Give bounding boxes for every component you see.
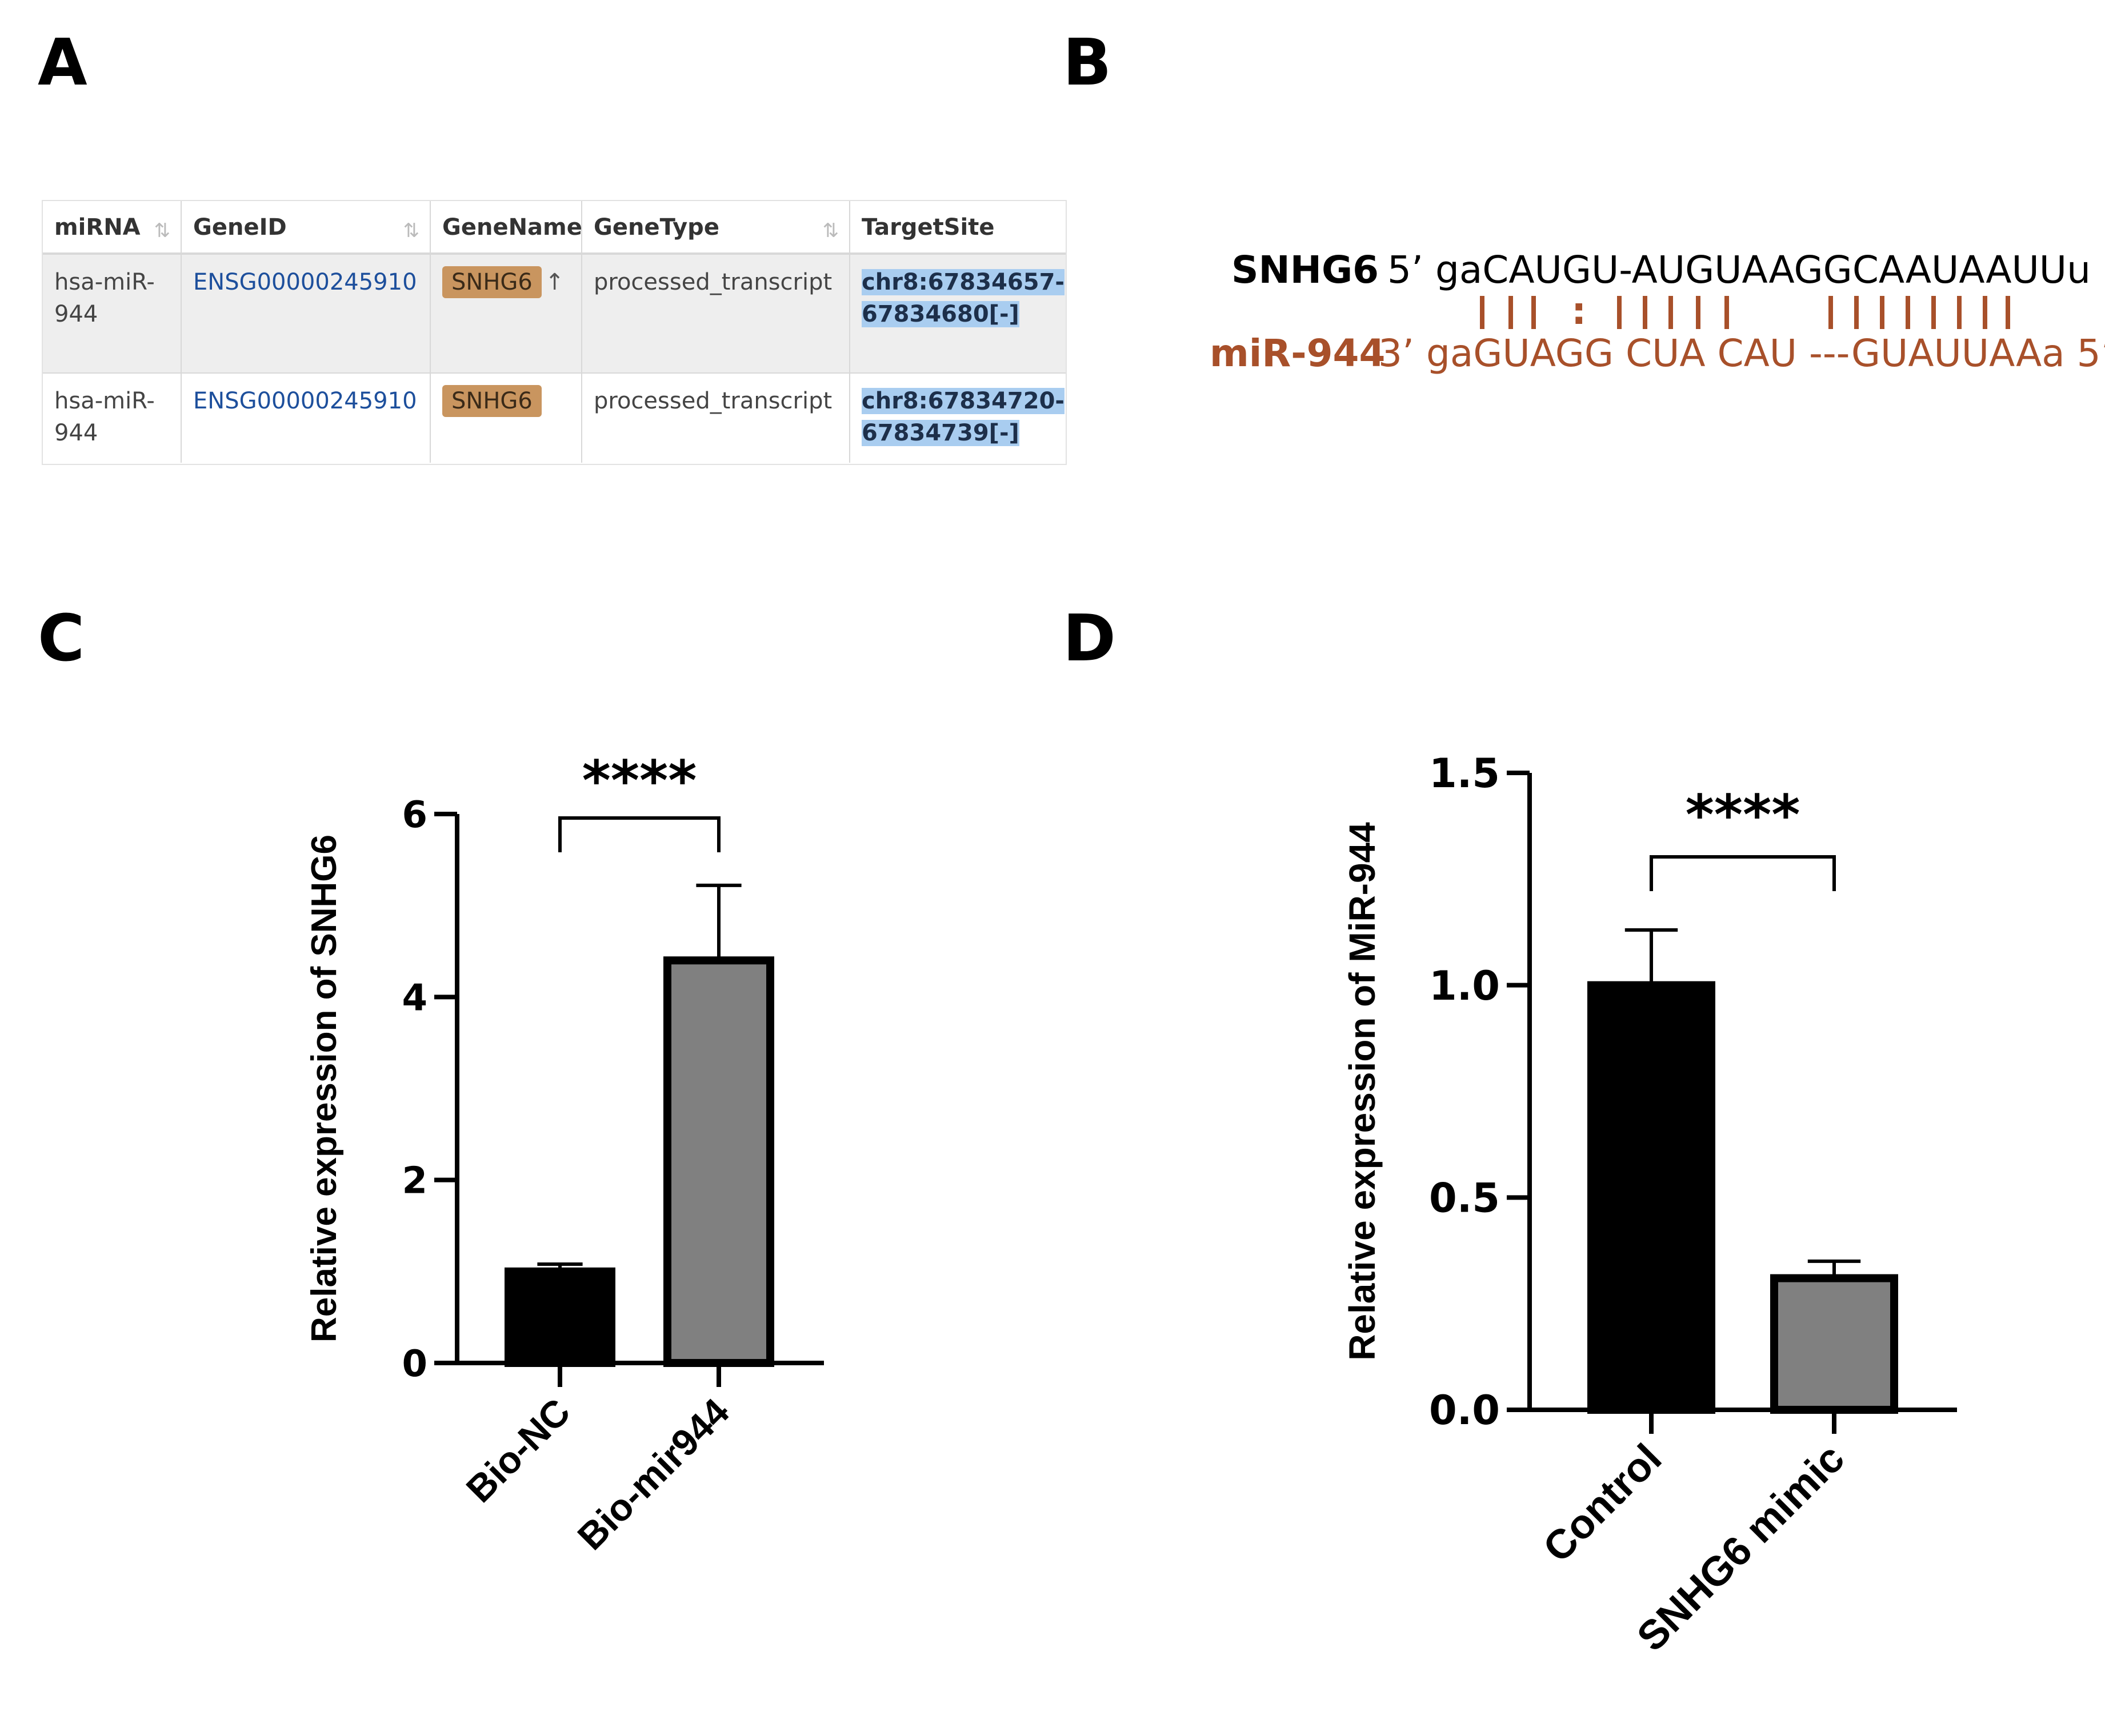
gene-name-cell: SNHG6 <box>431 374 582 463</box>
target-name-label: SNHG6 <box>1231 248 1379 292</box>
gene-name-badge[interactable]: SNHG6 <box>442 385 542 417</box>
y-tick-label: 1.0 <box>1429 963 1500 1009</box>
target-site-cell: chr8:67834720- 67834739[-] <box>862 388 1064 446</box>
gene-type-cell: processed_transcript <box>582 374 850 463</box>
y-tick-label: 1.5 <box>1429 750 1500 797</box>
y-tick-label: 4 <box>402 977 427 1019</box>
y-axis-label: Relative expression of SNHG6 <box>305 835 344 1342</box>
gene-id-cell: ENSG00000245910 <box>182 255 431 372</box>
target-site-cell: chr8:67834657- 67834680[-] <box>862 269 1064 327</box>
mirna-sequence: 3’ gaGUAGG CUA CAU ---GUAUUAAa 5’ <box>1378 331 2105 375</box>
bar <box>1587 981 1715 1414</box>
gene-name-cell: SNHG6 ↑ <box>431 255 582 372</box>
y-tick-label: 2 <box>402 1160 427 1202</box>
column-header-geneid[interactable]: GeneID ⇅ <box>182 201 431 252</box>
category-label: Bio-NC <box>458 1390 578 1510</box>
y-tick-label: 0.0 <box>1429 1387 1500 1434</box>
y-tick-label: 0.5 <box>1429 1175 1500 1222</box>
sort-icon[interactable]: ⇅ <box>403 219 420 242</box>
y-tick-label: 6 <box>402 794 427 836</box>
table-row: hsa-miR- 944 ENSG00000245910 SNHG6 ↑ proce… <box>43 255 1066 374</box>
panel-label-c: C <box>38 602 85 676</box>
mirna-name-label: miR-944 <box>1210 331 1386 375</box>
table-header-row: miRNA ⇅ GeneID ⇅ GeneName GeneType ⇅ Target… <box>43 201 1066 255</box>
column-header-mirna[interactable]: miRNA ⇅ <box>43 201 182 252</box>
bar <box>1770 1274 1898 1414</box>
mirna-cell: hsa-miR- 944 <box>43 374 182 463</box>
significance-bracket <box>558 816 721 852</box>
bar <box>663 956 774 1368</box>
panel-label-b: B <box>1063 26 1112 100</box>
target-site-table: miRNA ⇅ GeneID ⇅ GeneName GeneType ⇅ Target… <box>42 200 1067 465</box>
bar <box>505 1267 615 1367</box>
y-axis-label: Relative expression of MiR-944 <box>1342 822 1383 1361</box>
gene-id-cell: ENSG00000245910 <box>182 374 431 463</box>
sort-icon[interactable]: ⇅ <box>154 219 171 242</box>
significance-stars: **** <box>582 749 697 813</box>
column-header-targetsite[interactable]: TargetSite <box>862 214 995 240</box>
column-header-genename[interactable]: GeneName <box>431 201 582 252</box>
column-header-genetype[interactable]: GeneType ⇅ <box>582 201 850 252</box>
gene-id-link[interactable]: ENSG00000245910 <box>193 388 417 414</box>
wobble-pair-mark: : <box>1571 289 1587 333</box>
category-label: Bio-mir944 <box>569 1390 737 1558</box>
category-label: Control <box>1535 1436 1671 1571</box>
gene-name-badge[interactable]: SNHG6 <box>442 266 542 298</box>
significance-bracket <box>1650 855 1836 891</box>
table-row: hsa-miR- 944 ENSG00000245910 SNHG6 proces… <box>43 374 1066 463</box>
gene-type-cell: processed_transcript <box>582 255 850 372</box>
mirna-cell: hsa-miR- 944 <box>43 255 182 372</box>
significance-stars: **** <box>1686 783 1800 847</box>
sort-icon[interactable]: ⇅ <box>822 219 839 242</box>
panel-label-a: A <box>38 26 87 100</box>
cursor-icon: ↑ <box>545 269 565 295</box>
panel-label-d: D <box>1063 602 1116 676</box>
target-sequence: 5’ gaCAUGU-AUGUAAGGCAAUAAUUu 3’ <box>1387 248 2105 292</box>
y-tick-label: 0 <box>402 1343 427 1385</box>
gene-id-link[interactable]: ENSG00000245910 <box>193 269 417 295</box>
